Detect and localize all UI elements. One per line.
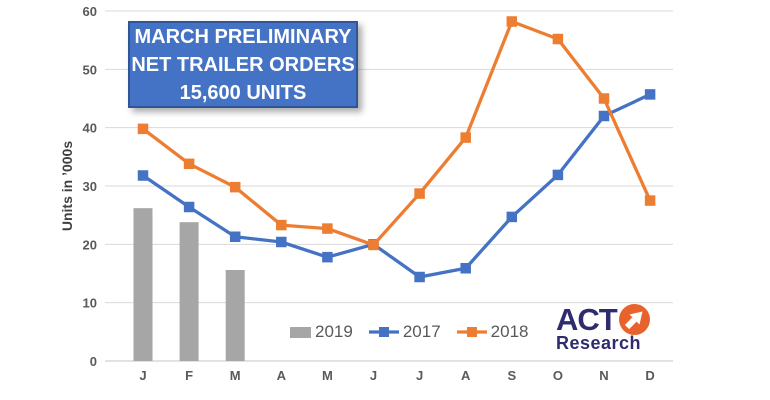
title-box: MARCH PRELIMINARY NET TRAILER ORDERS 15,… bbox=[128, 21, 358, 108]
chart-legend: 2019 2017 2018 bbox=[290, 320, 528, 344]
x-tick-label-1-F: F bbox=[185, 368, 193, 383]
x-tick-label-10-N: N bbox=[599, 368, 608, 383]
y-tick-label-30: 30 bbox=[83, 179, 97, 194]
y-axis-title: Units in ’000s bbox=[59, 141, 75, 231]
y-tick-label-10: 10 bbox=[83, 296, 97, 311]
title-line-2: NET TRAILER ORDERS bbox=[131, 53, 355, 76]
marker-2017-M-2 bbox=[229, 231, 241, 242]
marker-2017-S-8 bbox=[506, 211, 518, 223]
y-tick-label-40: 40 bbox=[83, 121, 97, 136]
marker-2017-A-7 bbox=[460, 263, 471, 274]
legend-label-2018: 2018 bbox=[490, 322, 529, 341]
legend-label-2017: 2017 bbox=[402, 322, 441, 341]
y-tick-label-50: 50 bbox=[83, 62, 97, 77]
title-line-1: MARCH PRELIMINARY bbox=[134, 25, 352, 48]
logo-research-text: Research bbox=[556, 333, 642, 353]
marker-2018-D-11 bbox=[644, 195, 656, 206]
marker-2018-A-3 bbox=[276, 219, 287, 231]
marker-2017-F-1 bbox=[183, 201, 195, 213]
marker-2018-S-8 bbox=[506, 16, 518, 27]
legend-swatch-2017 bbox=[368, 327, 399, 337]
marker-2018-J-5 bbox=[368, 239, 379, 251]
legend-swatch-2018 bbox=[456, 327, 487, 337]
logo-act-text: ACT bbox=[556, 302, 618, 337]
marker-2018-M-4 bbox=[322, 223, 333, 234]
bar-2019-M-2 bbox=[225, 270, 245, 361]
legend-item-2019: 2019 bbox=[290, 322, 353, 342]
title-line-3: 15,600 UNITS bbox=[179, 81, 307, 104]
y-tick-label-20: 20 bbox=[83, 237, 97, 252]
x-tick-label-11-D: D bbox=[645, 368, 654, 383]
marker-2017-J-0 bbox=[137, 170, 149, 181]
x-tick-label-8-S: S bbox=[507, 368, 516, 383]
y-tick-label-0: 0 bbox=[90, 354, 97, 369]
legend-item-2017: 2017 bbox=[368, 322, 441, 342]
marker-2017-D-11 bbox=[644, 89, 656, 100]
bar-2019-J-0 bbox=[133, 208, 153, 361]
arrow-up-right-icon bbox=[618, 304, 650, 335]
marker-2018-J-6 bbox=[414, 188, 425, 199]
marker-2018-O-9 bbox=[552, 33, 564, 45]
marker-2018-A-7 bbox=[460, 132, 471, 143]
x-tick-label-2-M: M bbox=[230, 368, 241, 383]
x-tick-label-7-A: A bbox=[461, 368, 471, 383]
marker-2017-O-9 bbox=[552, 169, 564, 181]
marker-2017-A-3 bbox=[276, 236, 287, 248]
x-tick-label-5-J: J bbox=[370, 368, 377, 383]
y-tick-label-60: 60 bbox=[83, 4, 97, 19]
marker-2018-N-10 bbox=[598, 93, 610, 104]
bar-2019-F-1 bbox=[179, 222, 199, 361]
x-tick-label-4-M: M bbox=[322, 368, 333, 383]
legend-swatch-2019 bbox=[290, 326, 311, 338]
marker-2017-N-10 bbox=[598, 110, 610, 122]
marker-2017-M-4 bbox=[322, 251, 333, 263]
x-tick-label-0-J: J bbox=[139, 368, 146, 383]
x-tick-label-9-O: O bbox=[553, 368, 563, 383]
x-tick-label-6-J: J bbox=[416, 368, 423, 383]
line-2017 bbox=[142, 92, 651, 279]
marker-2018-J-0 bbox=[137, 123, 149, 135]
marker-2018-M-2 bbox=[229, 181, 241, 193]
line-2018 bbox=[142, 19, 652, 247]
legend-item-2018: 2018 bbox=[456, 322, 529, 342]
marker-2018-F-1 bbox=[183, 158, 195, 170]
x-tick-label-3-A: A bbox=[277, 368, 287, 383]
marker-2017-J-6 bbox=[414, 271, 425, 283]
act-research-logo: ACT Research bbox=[556, 303, 716, 352]
legend-label-2019: 2019 bbox=[315, 322, 353, 341]
